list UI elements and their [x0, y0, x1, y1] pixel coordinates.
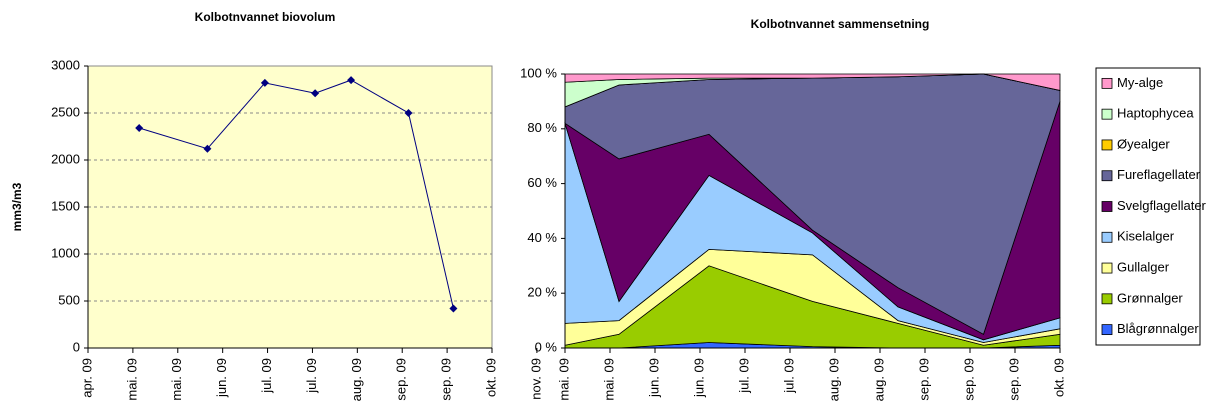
x-tick-label: sep. 09 [916, 358, 931, 401]
legend-label: Gullalger [1117, 259, 1170, 274]
y-tick-label: 2000 [51, 151, 80, 166]
legend-swatch [1101, 231, 1113, 243]
legend-swatch [1101, 108, 1113, 120]
y-axis-label: mm3/m3 [10, 182, 24, 231]
y-tick-label: 2500 [51, 104, 80, 119]
legend-label: Haptophycea [1117, 106, 1194, 121]
x-tick-label: jul. 09 [259, 358, 274, 394]
chart-title: Kolbotnvannet biovolum [195, 10, 336, 24]
legend-label: Øyealger [1117, 136, 1170, 151]
legend-swatch [1101, 139, 1113, 151]
x-tick-label: okt. 09 [1051, 358, 1066, 397]
data-point [203, 144, 212, 153]
x-tick-label: aug. 09 [826, 358, 841, 401]
y-tick-label: 80 % [527, 120, 557, 135]
legend-swatch [1101, 293, 1113, 305]
x-tick-label: okt. 09 [483, 358, 498, 397]
y-tick-label: 20 % [527, 285, 557, 300]
y-tick-label: 40 % [527, 230, 557, 245]
x-tick-label: sep. 09 [961, 358, 976, 401]
legend-box [1095, 67, 1201, 346]
data-point [449, 304, 458, 313]
x-tick-label: aug. 09 [349, 358, 364, 401]
legend-label: Blågrønnalger [1117, 321, 1199, 336]
x-tick-label: nov. 09 [528, 358, 543, 400]
y-tick-label: 500 [58, 292, 80, 307]
legend-label: My-alge [1117, 75, 1163, 90]
x-tick-label: apr. 09 [79, 358, 94, 398]
x-tick-label: jul. 09 [736, 358, 751, 394]
x-tick-label: sep. 09 [394, 358, 409, 401]
y-tick-label: 60 % [527, 175, 557, 190]
y-tick-label: 1000 [51, 245, 80, 260]
x-tick-label: jul. 09 [781, 358, 796, 394]
y-tick-label: 3000 [51, 57, 80, 72]
legend-swatch [1101, 201, 1113, 212]
x-tick-label: mai. 09 [556, 358, 571, 401]
legend-swatch [1101, 262, 1113, 274]
x-tick-label: mai. 09 [124, 358, 139, 401]
data-point [260, 78, 269, 87]
x-tick-label: mai. 09 [601, 358, 616, 401]
chart-title: Kolbotnvannet sammensetning [751, 17, 930, 31]
legend-label: Svelgflagellater [1117, 198, 1206, 213]
x-tick-label: aug. 09 [871, 358, 886, 401]
x-tick-label: jun. 09 [214, 358, 229, 398]
x-tick-label: jun. 09 [646, 358, 661, 398]
y-tick-label: 1500 [51, 198, 80, 213]
legend-label: Grønnalger [1117, 290, 1183, 305]
x-tick-label: jul. 09 [304, 358, 319, 394]
legend-swatch [1101, 77, 1113, 89]
x-tick-label: mai. 09 [169, 358, 184, 401]
x-tick-label: jun. 09 [691, 358, 706, 398]
legend-label: Kiselalger [1117, 229, 1175, 244]
x-tick-label: sep. 09 [1006, 358, 1021, 401]
data-point [347, 76, 356, 85]
legend-swatch [1101, 170, 1113, 182]
data-point [135, 124, 144, 133]
data-point [311, 89, 320, 98]
y-tick-label: 0 [73, 339, 80, 354]
area [564, 73, 1061, 91]
y-tick-label: 100 % [520, 65, 557, 80]
y-tick-label: 0 % [535, 339, 558, 354]
x-tick-label: sep. 09 [439, 358, 454, 401]
legend-label: Fureflagellater [1117, 167, 1201, 182]
data-point [404, 109, 413, 117]
legend-swatch [1101, 324, 1113, 336]
